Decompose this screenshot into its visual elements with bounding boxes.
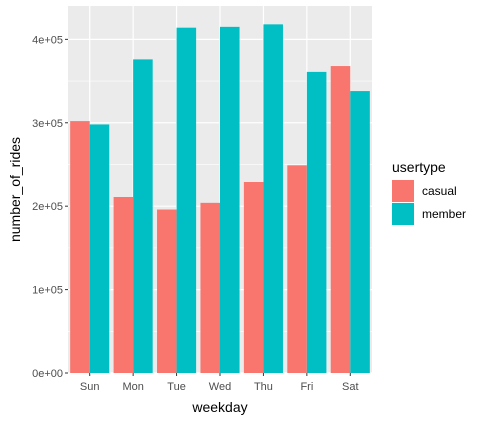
y-axis-ticks: 0e+00 1e+05 2e+05 3e+05 4e+05	[32, 34, 68, 380]
x-axis-ticks: Sun Mon Tue Wed Thu Fri Sat	[80, 373, 359, 393]
bar-member-sun	[89, 124, 110, 373]
y-tick-label: 0e+00	[32, 368, 63, 380]
x-tick-label: Fri	[300, 381, 313, 393]
legend-key-member	[392, 203, 414, 225]
bar-member-wed	[220, 26, 240, 374]
legend-key-casual	[392, 180, 414, 202]
bar-member-sat	[350, 91, 370, 373]
legend-title: usertype	[392, 159, 446, 175]
legend-label-member: member	[422, 207, 466, 221]
bar-casual-sun	[70, 121, 90, 373]
bar-casual-thu	[243, 181, 264, 373]
x-tick-label: Mon	[122, 381, 143, 393]
y-tick-label: 1e+05	[32, 285, 63, 297]
x-axis-title: weekday	[191, 399, 247, 415]
bar-member-fri	[306, 71, 327, 373]
bar-member-thu	[263, 24, 283, 373]
x-tick-label: Sun	[80, 381, 100, 393]
x-tick-label: Wed	[209, 381, 231, 393]
x-tick-label: Thu	[254, 381, 273, 393]
x-tick-label: Sat	[342, 381, 359, 393]
bar-casual-tue	[157, 209, 177, 373]
x-tick-label: Tue	[167, 381, 186, 393]
y-axis-title: number_of_rides	[7, 137, 23, 242]
bar-member-mon	[133, 59, 153, 374]
bar-casual-fri	[287, 165, 307, 373]
bar-member-tue	[176, 27, 197, 373]
bar-casual-sat	[330, 66, 351, 374]
bars	[70, 24, 370, 374]
legend-label-casual: casual	[422, 184, 457, 198]
y-tick-label: 3e+05	[32, 118, 63, 130]
y-tick-label: 2e+05	[32, 201, 63, 213]
legend: usertype casual member	[392, 159, 466, 225]
bar-casual-wed	[200, 202, 220, 373]
bar-casual-mon	[113, 197, 134, 373]
y-tick-label: 4e+05	[32, 34, 63, 46]
